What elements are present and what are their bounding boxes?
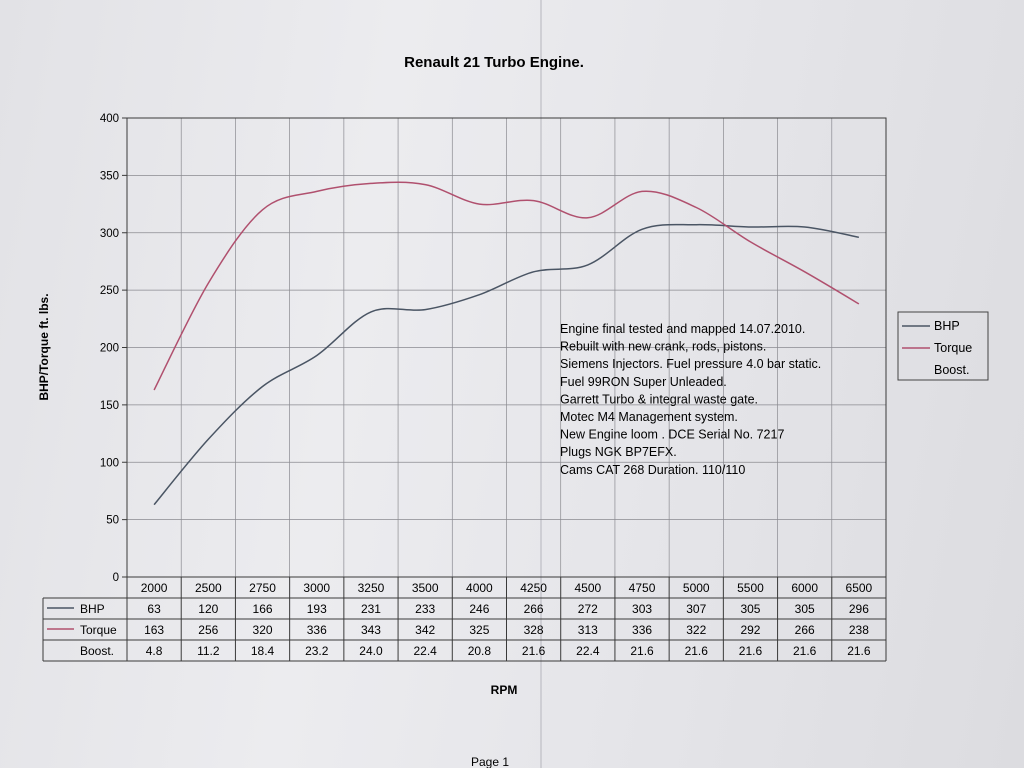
table-cell: 193: [307, 602, 327, 616]
table-cell: 21.6: [847, 644, 871, 658]
legend: BHP Torque Boost.: [902, 319, 972, 377]
table-cell: 313: [578, 623, 598, 637]
x-tick-label: 4750: [629, 581, 656, 595]
table-cell: 21.6: [630, 644, 654, 658]
table-cell: 238: [849, 623, 869, 637]
x-tick-label: 4000: [466, 581, 493, 595]
table-cell: 21.6: [793, 644, 817, 658]
y-axis-ticks: 0 50 100 150 200 250 300 350 400: [100, 113, 127, 584]
table-cell: 22.4: [413, 644, 437, 658]
table-cell: 120: [198, 602, 218, 616]
y-tick-label: 50: [106, 515, 119, 527]
table-series-name: Torque: [80, 623, 117, 637]
table-cell: 303: [632, 602, 652, 616]
table-cell: 325: [469, 623, 489, 637]
paper-fold-line: [540, 0, 542, 768]
x-tick-label: 3500: [412, 581, 439, 595]
table-cell: 266: [795, 623, 815, 637]
table-cell: 4.8: [146, 644, 163, 658]
series-line-bhp: [153, 223, 860, 506]
y-tick-label: 350: [100, 170, 119, 182]
table-cell: 342: [415, 623, 435, 637]
legend-label: Boost.: [934, 363, 969, 377]
y-tick-label: 200: [100, 343, 119, 355]
table-cell: 328: [524, 623, 544, 637]
table-cell: 63: [147, 602, 161, 616]
table-cell: 233: [415, 602, 435, 616]
x-tick-label: 4500: [574, 581, 601, 595]
x-tick-label: 2750: [249, 581, 276, 595]
annotation-line: Fuel 99RON Super Unleaded.: [560, 375, 727, 389]
table-cell: 11.2: [197, 644, 220, 658]
table-cell: 322: [686, 623, 706, 637]
x-tick-label: 5000: [683, 581, 710, 595]
x-tick-label: 4250: [520, 581, 547, 595]
table-cell: 21.6: [685, 644, 709, 658]
x-tick-label: 5500: [737, 581, 764, 595]
table-cell: 266: [524, 602, 544, 616]
table-cell: 246: [469, 602, 489, 616]
table-cell: 22.4: [576, 644, 600, 658]
annotation-line: Garrett Turbo & integral waste gate.: [560, 392, 758, 406]
x-tick-label: 6000: [791, 581, 818, 595]
series-line-torque: [153, 181, 860, 391]
table-cell: 292: [740, 623, 760, 637]
x-axis-label: RPM: [491, 683, 518, 697]
table-cell: 336: [307, 623, 327, 637]
annotation-line: Cams CAT 268 Duration. 110/110: [560, 463, 745, 477]
y-tick-label: 0: [113, 572, 119, 584]
table-cell: 23.2: [305, 644, 329, 658]
chart-title: Renault 21 Turbo Engine.: [404, 54, 584, 71]
data-table: 2000 2500 2750 3000 3250 3500 4000 4250 4500 4750…: [42, 576, 887, 662]
table-cell: 21.6: [522, 644, 546, 658]
x-tick-label: 2000: [141, 581, 168, 595]
table-cell: 305: [740, 602, 760, 616]
legend-label: BHP: [934, 319, 960, 333]
table-cell: 296: [849, 602, 869, 616]
table-series-name: BHP: [80, 602, 105, 616]
table-cell: 256: [198, 623, 218, 637]
x-tick-label: 6500: [846, 581, 873, 595]
table-cell: 336: [632, 623, 652, 637]
x-tick-label: 3000: [303, 581, 330, 595]
legend-box: [897, 311, 989, 381]
series-lines: [153, 181, 860, 506]
table-cell: 307: [686, 602, 706, 616]
annotation-line: Plugs NGK BP7EFX.: [560, 445, 677, 459]
y-axis-label: BHP/Torque ft. lbs.: [37, 293, 51, 400]
table-cell: 18.4: [251, 644, 275, 658]
y-tick-label: 300: [100, 228, 119, 240]
annotation-block: Engine final tested and mapped 14.07.201…: [560, 322, 821, 477]
y-tick-label: 150: [100, 400, 119, 412]
table-cell: 320: [253, 623, 273, 637]
annotation-line: Rebuilt with new crank, rods, pistons.: [560, 340, 766, 354]
annotation-line: New Engine loom . DCE Serial No. 7217: [560, 428, 784, 442]
annotation-line: Motec M4 Management system.: [560, 410, 738, 424]
annotation-line: Engine final tested and mapped 14.07.201…: [560, 322, 805, 336]
table-series-name: Boost.: [80, 644, 114, 658]
table-cell: 163: [144, 623, 164, 637]
page-footer: Page 1: [471, 755, 509, 768]
table-cell: 272: [578, 602, 598, 616]
legend-label: Torque: [934, 341, 972, 355]
y-tick-label: 100: [100, 457, 119, 469]
table-cell: 166: [253, 602, 273, 616]
table-cell: 24.0: [359, 644, 383, 658]
table-cell: 21.6: [739, 644, 763, 658]
chart-grid: [127, 118, 886, 577]
y-tick-label: 400: [100, 113, 119, 125]
table-cell: 231: [361, 602, 381, 616]
x-tick-label: 2500: [195, 581, 222, 595]
table-cell: 305: [795, 602, 815, 616]
annotation-line: Siemens Injectors. Fuel pressure 4.0 bar…: [560, 357, 821, 371]
table-cell: 343: [361, 623, 381, 637]
x-tick-label: 3250: [358, 581, 385, 595]
table-cell: 20.8: [468, 644, 492, 658]
y-tick-label: 250: [100, 285, 119, 297]
